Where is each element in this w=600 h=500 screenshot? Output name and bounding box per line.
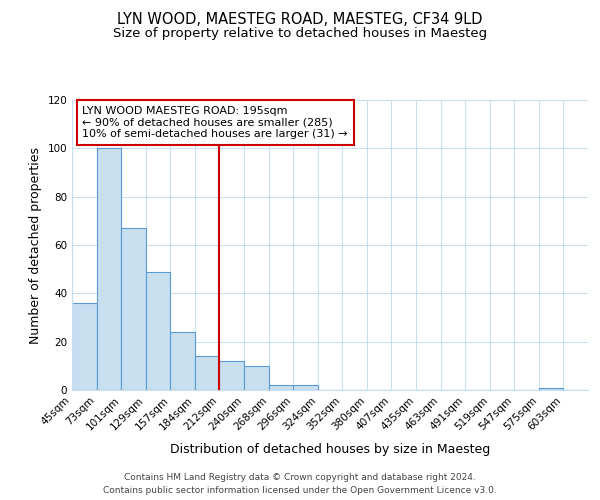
Bar [220, 361, 244, 390]
Y-axis label: Number of detached properties: Number of detached properties [29, 146, 42, 344]
Bar [269, 385, 293, 390]
Bar [539, 388, 563, 390]
Bar [293, 385, 318, 390]
Text: Contains public sector information licensed under the Open Government Licence v3: Contains public sector information licen… [103, 486, 497, 495]
X-axis label: Distribution of detached houses by size in Maesteg: Distribution of detached houses by size … [170, 443, 490, 456]
Text: LYN WOOD MAESTEG ROAD: 195sqm
← 90% of detached houses are smaller (285)
10% of : LYN WOOD MAESTEG ROAD: 195sqm ← 90% of d… [82, 106, 348, 139]
Bar [97, 148, 121, 390]
Bar [121, 228, 146, 390]
Bar [146, 272, 170, 390]
Bar [72, 303, 97, 390]
Text: Size of property relative to detached houses in Maesteg: Size of property relative to detached ho… [113, 28, 487, 40]
Bar [244, 366, 269, 390]
Text: Contains HM Land Registry data © Crown copyright and database right 2024.: Contains HM Land Registry data © Crown c… [124, 472, 476, 482]
Bar [195, 356, 220, 390]
Text: LYN WOOD, MAESTEG ROAD, MAESTEG, CF34 9LD: LYN WOOD, MAESTEG ROAD, MAESTEG, CF34 9L… [117, 12, 483, 28]
Bar [170, 332, 195, 390]
